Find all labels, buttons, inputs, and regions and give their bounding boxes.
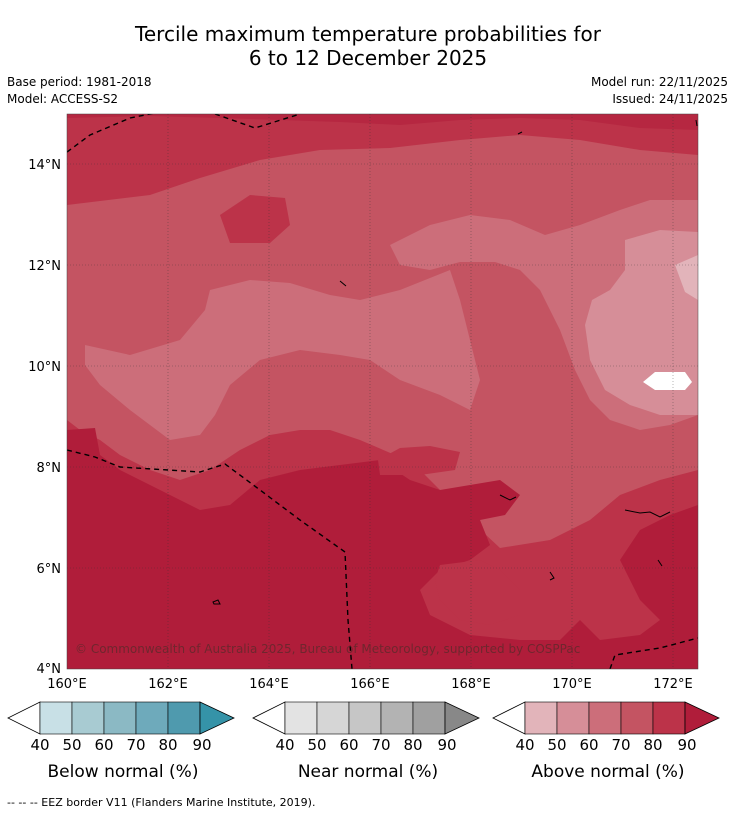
tick-label: 70 [611,736,631,754]
tick-label: 50 [307,736,327,754]
colorbar-swatch [39,701,73,735]
map-frame [66,113,699,670]
lat-tick: 10°N [28,360,61,375]
model-run: Model run: 22/11/2025 [590,75,728,89]
contour-80-island [220,195,290,243]
colorbar-swatch [284,701,318,735]
lat-tick: 14°N [28,158,61,173]
colorbar-near-ticks: 40 50 60 70 80 90 [252,736,484,754]
colorbar-swatch [103,701,137,735]
lon-tick: 166°E [350,677,390,692]
lat-tick: 4°N [37,662,62,677]
eez-footnote: -- -- -- EEZ border V11 (Flanders Marine… [7,796,316,809]
tick-label: 60 [579,736,599,754]
contour-60-left [85,270,480,440]
tick-label: 60 [94,736,114,754]
tick-label: 40 [515,736,535,754]
tick-label: 40 [275,736,295,754]
tick-label: 80 [403,736,423,754]
colorbar-swatch [588,701,622,735]
lon-tick: 172°E [653,677,693,692]
lon-tick: 168°E [451,677,491,692]
lon-tick: 160°E [47,677,87,692]
colorbar-swatch [71,701,105,735]
colorbar-swatch [167,701,201,735]
tick-label: 90 [437,736,457,754]
colorbar-above-ticks: 40 50 60 70 80 90 [492,736,724,754]
colorbar-swatch [524,701,558,735]
colorbar-below-ticks: 40 50 60 70 80 90 [7,736,239,754]
model-name: Model: ACCESS-S2 [7,92,119,106]
contour-40 [675,255,698,300]
tick-label: 50 [547,736,567,754]
contour-80-patch-south [435,560,520,625]
colorbar-swatch [652,701,686,735]
title-line-2: 6 to 12 December 2025 [248,46,488,70]
colorbar-near-swatches [252,701,480,735]
contour-90 [67,428,698,669]
colorbar-over-triangle [199,701,235,735]
issued-date: Issued: 24/11/2025 [612,92,728,106]
tick-label: 70 [371,736,391,754]
islands [212,119,698,605]
colorbar-over-triangle [684,701,720,735]
colorbar-above-label: Above normal (%) [531,762,685,782]
colorbar-near-label: Near normal (%) [297,762,439,782]
lon-tick: 162°E [148,677,188,692]
tick-label: 60 [339,736,359,754]
graticule [67,114,698,669]
colorbar-near [252,700,484,740]
tick-label: 80 [643,736,663,754]
colorbar-above-swatches [492,701,720,735]
copyright-text: © Commonwealth of Australia 2025, Bureau… [75,642,580,656]
tick-label: 40 [30,736,50,754]
colorbar-swatch [135,701,169,735]
tick-label: 70 [126,736,146,754]
tick-label: 50 [62,736,82,754]
tick-label: 80 [158,736,178,754]
lon-ticks: 160°E 162°E 164°E 166°E 168°E 170°E 172°… [47,677,693,692]
lat-tick: 6°N [37,562,62,577]
tick-label: 90 [192,736,212,754]
colorbar-swatch [620,701,654,735]
tick-label: 90 [677,736,697,754]
map-contours: © Commonwealth of Australia 2025, Bureau… [67,114,698,669]
contour-80-patch-mid [378,446,460,475]
contour-below-40 [643,372,692,390]
colorbar-below [7,700,239,740]
colorbar-under-triangle [7,701,41,735]
colorbar-under-triangle [492,701,526,735]
colorbar-swatch [348,701,382,735]
lat-tick: 12°N [28,259,61,274]
contour-50 [585,230,698,415]
title-line-1: Tercile maximum temperature probabilitie… [135,22,601,46]
meta-left: Base period: 1981-2018 Model: ACCESS-S2 [7,74,152,108]
colorbar-swatch [412,701,446,735]
probability-map: © Commonwealth of Australia 2025, Bureau… [28,113,699,692]
meta-right: Model run: 22/11/2025 Issued: 24/11/2025 [591,74,728,108]
colorbar-below-swatches [7,701,235,735]
eez-borders [67,114,698,669]
colorbar-below-label: Below normal (%) [47,762,199,782]
colorbar-above [492,700,724,740]
colorbar-under-triangle [252,701,286,735]
colorbar-swatch [316,701,350,735]
lon-tick: 170°E [552,677,592,692]
map-title: Tercile maximum temperature probabilitie… [0,22,736,70]
lat-tick: 8°N [37,461,62,476]
lon-tick: 164°E [249,677,289,692]
colorbar-over-triangle [444,701,480,735]
colorbar-swatch [556,701,590,735]
colorbar-swatch [380,701,414,735]
base-period: Base period: 1981-2018 [7,75,152,89]
lat-ticks: 14°N 12°N 10°N 8°N 6°N 4°N [28,158,61,677]
